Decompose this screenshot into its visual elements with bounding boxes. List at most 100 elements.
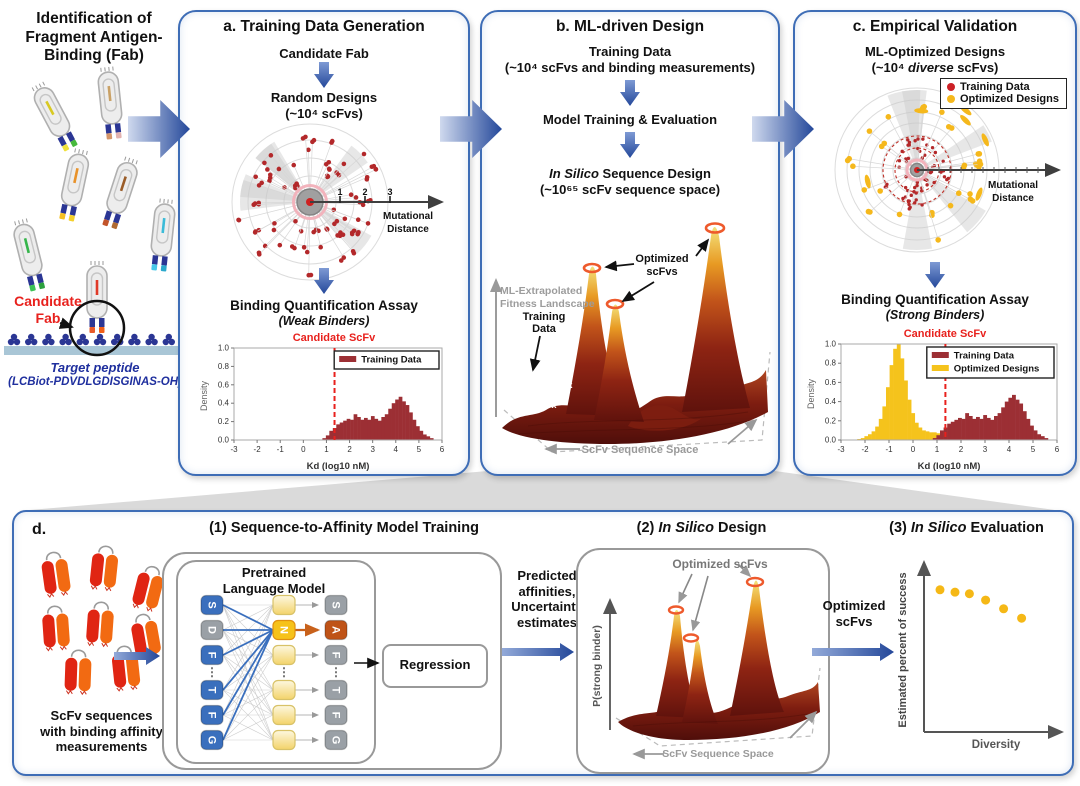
svg-text:0.2: 0.2 [825,416,837,425]
kd-histogram-c: -3 -2 -1 0 1 2 3 4 5 6 0.0 0.2 0.4 0.6 0.8 1.0 Training … [806,328,1060,472]
step-training-data: Training Data (~10⁴ scFvs and binding me… [504,44,756,75]
hist-a-xlabel: Kd (log10 nM) [307,461,370,472]
svg-text:-2: -2 [254,445,262,454]
target-peptide-caption: Target peptide (LCBiot-PDVDLGDISGINAS-OH… [8,360,182,388]
svg-text:-2: -2 [861,445,869,454]
p-strong-binder-label: P(strong binder) [591,625,603,707]
assay-sublabel-c: (Strong Binders) [885,308,985,322]
svg-text:x: x [535,374,540,384]
training-data-label-line1: Training [523,311,566,323]
svg-text:4: 4 [1007,445,1012,454]
scfv-sequences-illustration [41,545,164,696]
optimized-scfvs-label-line1: Optimized [635,253,688,265]
training-data-arrow [529,335,541,372]
svg-text:0: 0 [911,445,916,454]
ml-optimized-designs-sub: (~10⁴ diverse scFvs) [871,60,999,75]
radial-axis-label-line2: Distance [387,224,429,235]
candidate-fab-callout: Candidate Fab [14,293,82,326]
svg-text:x: x [547,392,552,402]
eval-dots [935,585,1027,623]
fitness-axis-label-line1: ML-Extrapolated [500,285,582,297]
svg-text:x: x [555,384,560,394]
svg-text:T: T [330,687,342,694]
svg-text:Training Data: Training Data [954,351,1015,362]
section-3-title: (3) In Silico Evaluation [889,520,1044,536]
svg-text:F: F [206,712,218,719]
svg-text:3: 3 [983,445,988,454]
svg-text:D: D [206,626,218,634]
svg-text:0.2: 0.2 [218,417,230,426]
svg-text:3: 3 [370,445,375,454]
lm-title: Pretrained Language Model [222,565,326,596]
training-data-label-line2: Data [532,323,557,335]
svg-text:0.8: 0.8 [218,362,230,371]
section-2-title: (2) In Silico Design [636,520,767,536]
eval-xlabel: Diversity [972,739,1021,751]
svg-text:A: A [330,626,342,634]
panel-d: d. (1) Sequence-to-Affinity Model Traini… [12,510,1074,776]
panel-d-label: d. [32,521,47,538]
legend-row-optimized: Optimized Designs [946,93,1059,105]
svg-text:0.0: 0.0 [218,436,230,445]
svg-text:-1: -1 [277,445,285,454]
svg-text:5: 5 [1031,445,1036,454]
legend-row-training: Training Data [946,81,1059,93]
svg-text:1.0: 1.0 [825,340,837,349]
svg-text:6: 6 [440,445,445,454]
radial-plot-dots [834,87,1061,253]
ml-optimized-designs-label: ML-Optimized Designs [864,44,1006,59]
panel-a-title: a. Training Data Generation [223,18,425,35]
svg-text:0.8: 0.8 [825,359,837,368]
right-arrow-icon [502,643,574,661]
figure-title-line1: Identification of [36,10,152,27]
svg-text:0.6: 0.6 [825,378,837,387]
predicted-affinities-label: Predicted affinities, Uncertainty estima… [511,568,583,630]
panel-b-title: b. ML-driven Design [555,18,705,35]
assay-sublabel-a: (Weak Binders) [278,314,370,328]
optimized-ring-1 [582,262,602,274]
svg-text:F: F [330,652,342,659]
hist-c-xlabel: Kd (log10 nM) [918,461,981,472]
fab-library-illustration [4,66,182,357]
svg-text:1.0: 1.0 [218,344,230,353]
sequence-space-label-d: ScFv Sequence Space [662,748,774,760]
mutational-distance-radial-plot-a: 1 2 3 Mutational Distance [231,123,444,281]
hist-c-ylabel: Density [806,378,816,409]
panel-c: c. Empirical Validation ML-Optimized Des… [793,10,1077,476]
radial-c-axis-label-line2: Distance [992,193,1034,204]
down-arrow-icon [620,132,640,158]
svg-text:⋮: ⋮ [278,665,290,679]
figure-title-line2: Fragment Antigen- [25,28,163,46]
figure-title-line3: Binding (Fab) [44,47,144,65]
regression-box: Regression [382,644,488,688]
step-insilico-design: In Silico Sequence Design (~10⁶⁵ scFv se… [539,166,721,197]
svg-text:S: S [330,601,342,608]
radial-legend: Training Data Optimized Designs [939,78,1067,109]
panel-a: a. Training Data Generation Candidate Fa… [178,10,470,476]
svg-text:2: 2 [959,445,964,454]
svg-text:x: x [567,380,572,390]
figure-title: Identification of Fragment Antigen- Bind… [4,10,184,66]
right-arrow-icon [812,643,894,661]
svg-text:F: F [330,712,342,719]
svg-text:x: x [547,370,552,380]
svg-text:G: G [206,736,218,745]
svg-text:0.4: 0.4 [825,397,837,406]
svg-text:-3: -3 [230,445,238,454]
down-arrow-icon [620,80,640,106]
phage-and-peptide-art [4,66,182,357]
svg-text:-1: -1 [885,445,893,454]
svg-text:5: 5 [417,445,422,454]
svg-text:⋮: ⋮ [206,665,218,679]
svg-text:x: x [559,394,564,404]
hist-a-ylabel: Density [199,380,209,411]
optimized-scfvs-label-line2: scFvs [646,266,677,278]
svg-text:Training Data: Training Data [361,355,422,366]
svg-text:N: N [278,626,290,634]
candidate-scfv-label: Candidate ScFv [293,332,376,344]
kd-histogram-a: -3 -2 -1 0 1 2 3 4 5 6 0.0 0.2 0.4 0.6 0.8 1.0 Training … [199,332,445,472]
svg-text:2: 2 [347,445,352,454]
radial-c-axis-label-line1: Mutational [988,180,1038,191]
